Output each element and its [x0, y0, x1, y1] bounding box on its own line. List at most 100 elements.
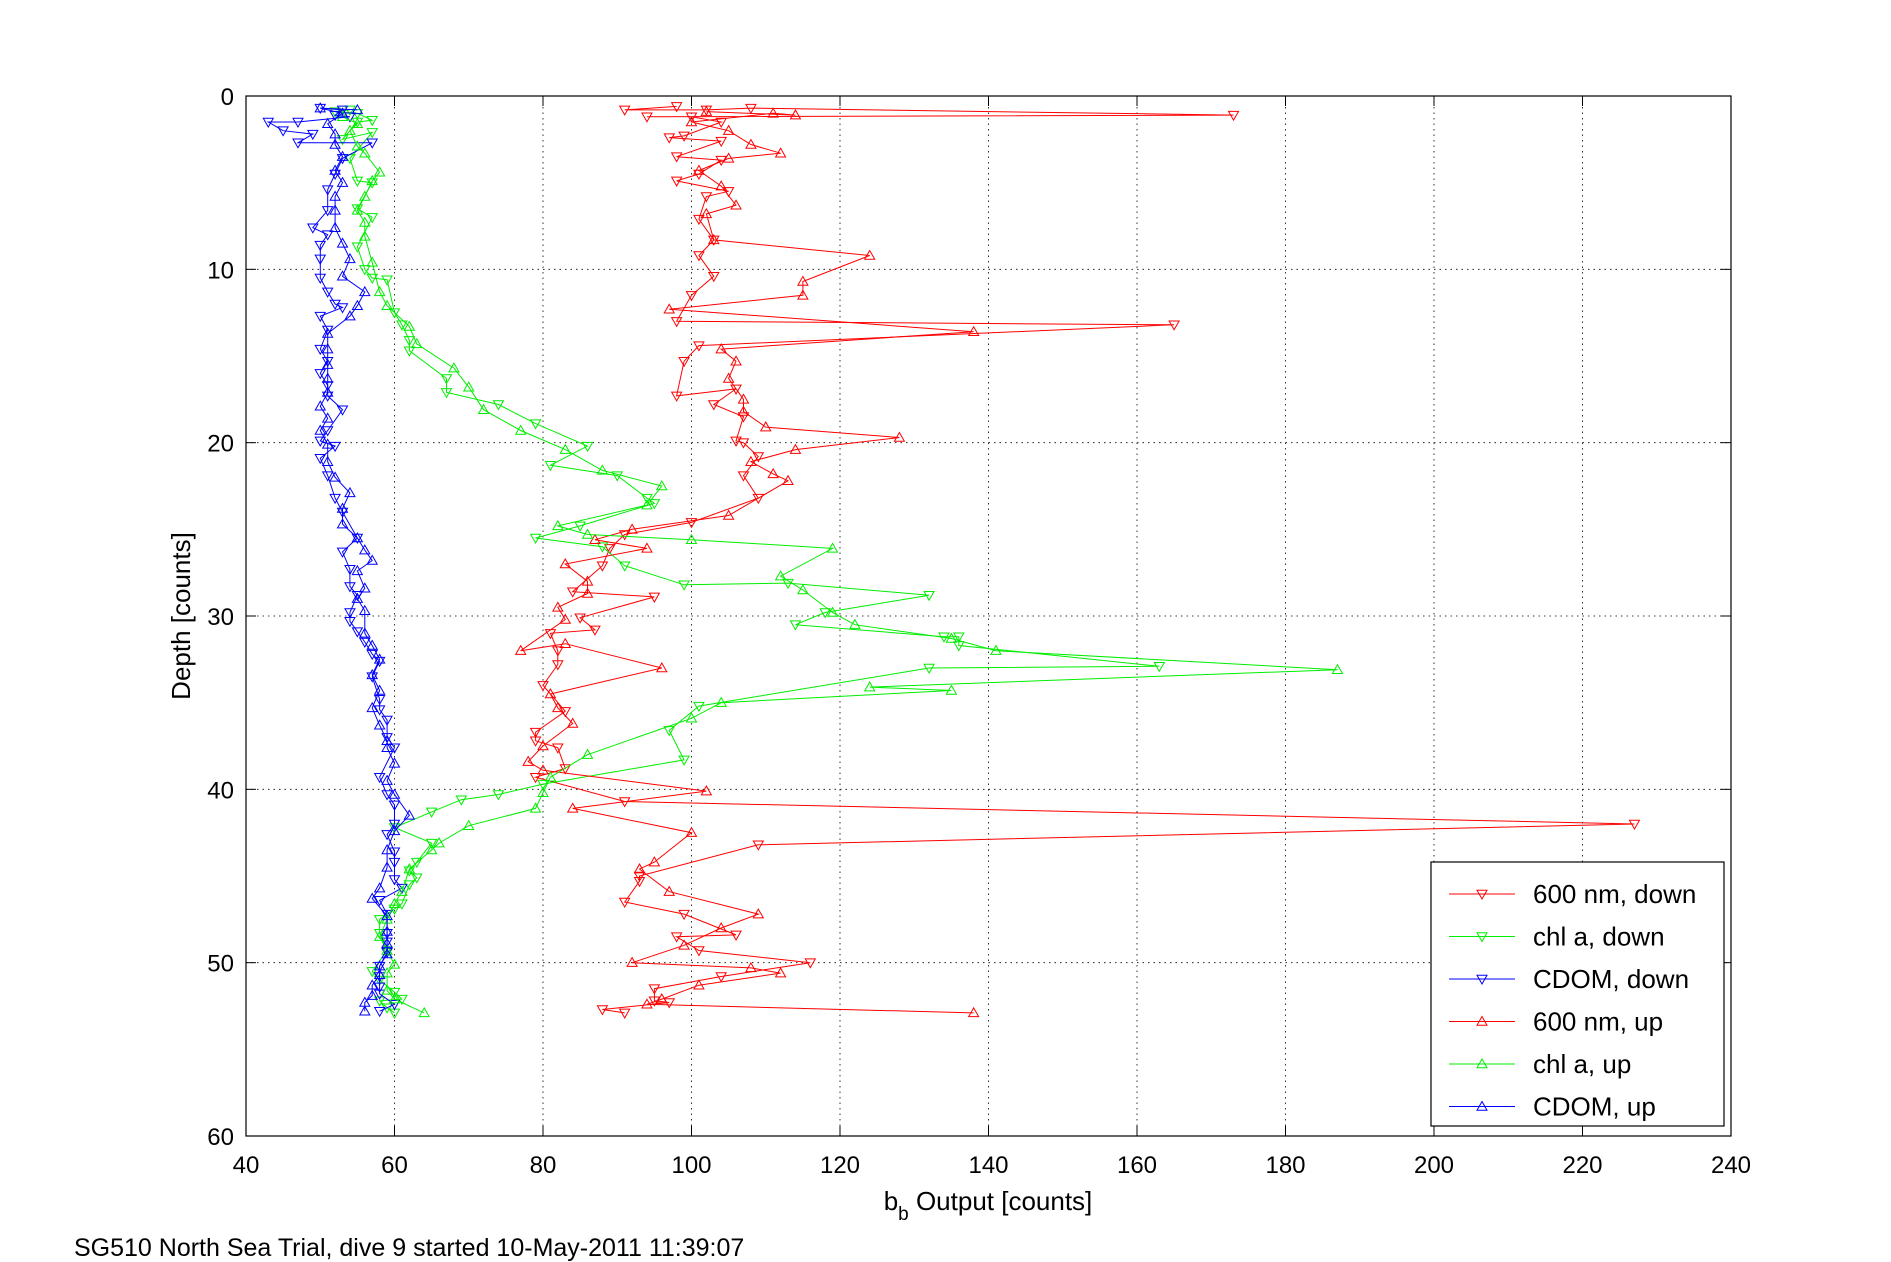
- data-point-down: [715, 117, 728, 129]
- data-point-up: [967, 325, 980, 336]
- data-point-up: [351, 564, 364, 576]
- data-point-up: [655, 661, 668, 673]
- data-point-down: [396, 883, 408, 895]
- y-tick-label: 60: [207, 1124, 234, 1151]
- data-point-down: [589, 625, 601, 636]
- data-point-up: [388, 958, 401, 969]
- data-point-up: [366, 892, 379, 903]
- data-point-down: [351, 176, 364, 187]
- data-point-down: [670, 152, 683, 163]
- data-point-down: [1628, 819, 1641, 831]
- data-point-up: [559, 557, 572, 569]
- series-line: [319, 107, 411, 1012]
- data-point-down: [373, 656, 386, 668]
- x-tick-label: 100: [671, 1152, 711, 1179]
- data-point-down: [663, 726, 676, 737]
- data-point-down: [381, 733, 393, 744]
- x-axis-label: bb Output [counts]: [884, 1186, 1093, 1225]
- data-point-up: [381, 741, 393, 752]
- data-point-up: [641, 542, 653, 553]
- data-point-down: [314, 254, 327, 265]
- data-point-up: [448, 362, 460, 373]
- legend-entry: CDOM, down: [1449, 964, 1689, 994]
- data-point-up: [344, 310, 356, 321]
- data-point-down: [618, 530, 631, 541]
- y-tick-label: 40: [207, 777, 234, 804]
- data-point-down: [306, 223, 319, 234]
- data-point-down: [366, 213, 379, 224]
- data-point-down: [373, 896, 386, 907]
- data-point-up: [715, 696, 728, 707]
- data-point-down: [596, 542, 609, 553]
- data-point-up: [433, 837, 445, 848]
- data-point-up: [514, 644, 527, 655]
- data-point-up: [693, 164, 705, 175]
- legend-label: 600 nm, up: [1533, 1007, 1663, 1037]
- data-point-down: [596, 561, 609, 572]
- data-point-up: [551, 701, 564, 713]
- data-point-up: [730, 355, 742, 366]
- data-point-up: [581, 528, 594, 539]
- x-tick-label: 60: [381, 1152, 408, 1179]
- data-point-up: [381, 843, 393, 855]
- data-point-up: [351, 117, 364, 128]
- data-point-down: [663, 133, 676, 144]
- data-point-up: [767, 467, 780, 479]
- data-point-up: [344, 124, 356, 135]
- data-point-down: [789, 620, 802, 631]
- data-point-up: [767, 107, 780, 118]
- data-point-down: [581, 441, 594, 453]
- data-point-down: [314, 436, 327, 447]
- data-point-down: [336, 105, 349, 116]
- data-point-down: [321, 471, 334, 482]
- data-point-up: [329, 138, 341, 149]
- data-point-up: [737, 405, 750, 416]
- data-point-down: [752, 452, 765, 463]
- data-point-down: [321, 230, 334, 241]
- data-point-down: [700, 192, 713, 203]
- data-point-up: [596, 464, 609, 475]
- data-point-up: [358, 216, 371, 227]
- y-axis-label: Depth [counts]: [166, 532, 196, 700]
- data-point-up: [358, 604, 371, 616]
- data-point-down: [262, 117, 275, 129]
- data-point-up: [589, 533, 601, 544]
- data-point-down: [648, 592, 661, 603]
- data-point-up: [566, 802, 579, 813]
- data-point-down: [329, 441, 341, 453]
- data-point-up: [566, 717, 579, 728]
- data-point-down: [373, 694, 386, 706]
- data-point-up: [336, 150, 349, 161]
- data-point-up: [351, 592, 364, 603]
- data-point-up: [381, 774, 393, 785]
- data-point-down: [804, 958, 817, 969]
- data-point-down: [410, 873, 423, 884]
- data-point-down: [737, 471, 750, 482]
- data-point-up: [329, 471, 341, 482]
- y-tick-label: 30: [207, 604, 234, 631]
- data-point-down: [314, 454, 327, 465]
- data-point-up: [381, 967, 393, 978]
- data-point-up: [358, 544, 371, 555]
- data-point-up: [358, 1005, 371, 1016]
- data-point-up: [641, 499, 653, 510]
- data-point-up: [863, 249, 876, 260]
- data-point-down: [277, 126, 289, 137]
- data-point-up: [730, 199, 742, 210]
- data-point-up: [462, 381, 475, 392]
- legend-entry: CDOM, up: [1449, 1092, 1656, 1122]
- data-point-up: [336, 502, 349, 513]
- data-point-down: [388, 857, 401, 869]
- data-point-up: [329, 221, 341, 232]
- data-point-down: [782, 578, 794, 590]
- data-point-down: [388, 1000, 401, 1011]
- data-point-down: [611, 471, 624, 482]
- y-tick-label: 0: [221, 84, 234, 111]
- data-point-up: [373, 684, 386, 695]
- data-point-up: [410, 337, 423, 349]
- data-point-up: [1331, 663, 1344, 674]
- data-point-down: [618, 1008, 631, 1019]
- data-point-up: [477, 403, 490, 414]
- data-point-down: [373, 705, 386, 716]
